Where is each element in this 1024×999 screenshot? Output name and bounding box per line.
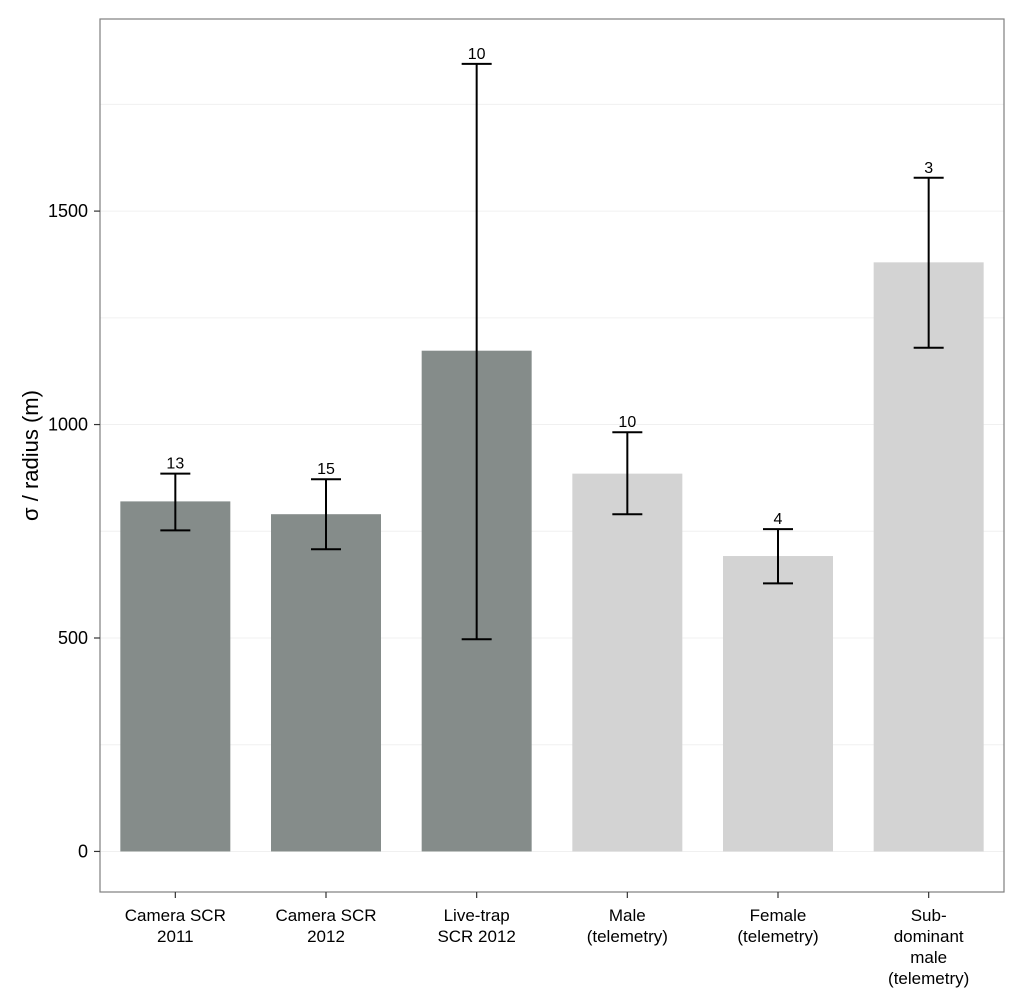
error-bar [311, 478, 341, 551]
x-tick-label-line: 2012 [307, 927, 345, 946]
x-tick-label: Camera SCR 2012 [275, 906, 376, 946]
x-tick-label: Camera SCR 2011 [125, 906, 226, 946]
sample-size-label: 15 [317, 461, 335, 478]
x-tick-label: Sub-dominant male (telemetry) [888, 906, 969, 988]
x-tick-label: Male (telemetry) [587, 906, 668, 946]
y-tick-label: 1500 [48, 201, 88, 221]
x-tick-label-line: (telemetry) [888, 969, 969, 988]
sample-size-label: 10 [618, 414, 636, 431]
sample-size-label: 4 [774, 511, 783, 528]
error-bar [612, 431, 643, 516]
x-tick-label-line: dominant [894, 927, 964, 946]
y-tick-label: 1000 [48, 415, 88, 435]
plot-frame [99, 18, 1005, 893]
x-tick-label-line: Male [609, 906, 646, 925]
y-tick-label: 0 [78, 841, 88, 861]
sample-size-label: 13 [166, 456, 184, 473]
error-bar [461, 62, 492, 641]
x-tick-label-line: Camera SCR [275, 906, 376, 925]
y-axis-title: σ / radius (m) [18, 390, 43, 521]
x-tick-label-line: Camera SCR [125, 906, 226, 925]
y-tick-label: 500 [58, 628, 88, 648]
x-tick-label-line: male [910, 948, 947, 967]
x-tick-label-line: (telemetry) [587, 927, 668, 946]
x-tick-label-line: Female [750, 906, 807, 925]
x-tick-label-line: Sub- [911, 906, 947, 925]
sample-size-label: 3 [924, 160, 933, 177]
x-tick-label: Female (telemetry) [737, 906, 818, 946]
error-bar [913, 176, 944, 349]
bar [271, 514, 381, 852]
sample-size-labels: 13 15 10 10 4 3 [166, 46, 933, 528]
x-tick-label-line: Live-trap [444, 906, 510, 925]
x-axis: Camera SCR 2011 Camera SCR 2012 Live-trap SCR… [125, 892, 969, 988]
x-tick-label: Live-trap SCR 2012 [437, 906, 515, 946]
bar [723, 556, 833, 852]
error-bar [160, 472, 191, 532]
bar [873, 262, 984, 852]
bar [120, 501, 231, 852]
bars [120, 262, 984, 852]
x-tick-label-line: (telemetry) [737, 927, 818, 946]
error-bars [160, 62, 944, 641]
x-tick-label-line: SCR 2012 [437, 927, 515, 946]
error-bar [763, 528, 793, 585]
grid-lines [100, 103, 1004, 852]
x-tick-label-line: 2011 [157, 927, 194, 946]
y-axis: 0 500 1000 1500 [48, 201, 100, 861]
sample-size-label: 10 [468, 46, 486, 63]
bar [572, 473, 683, 852]
